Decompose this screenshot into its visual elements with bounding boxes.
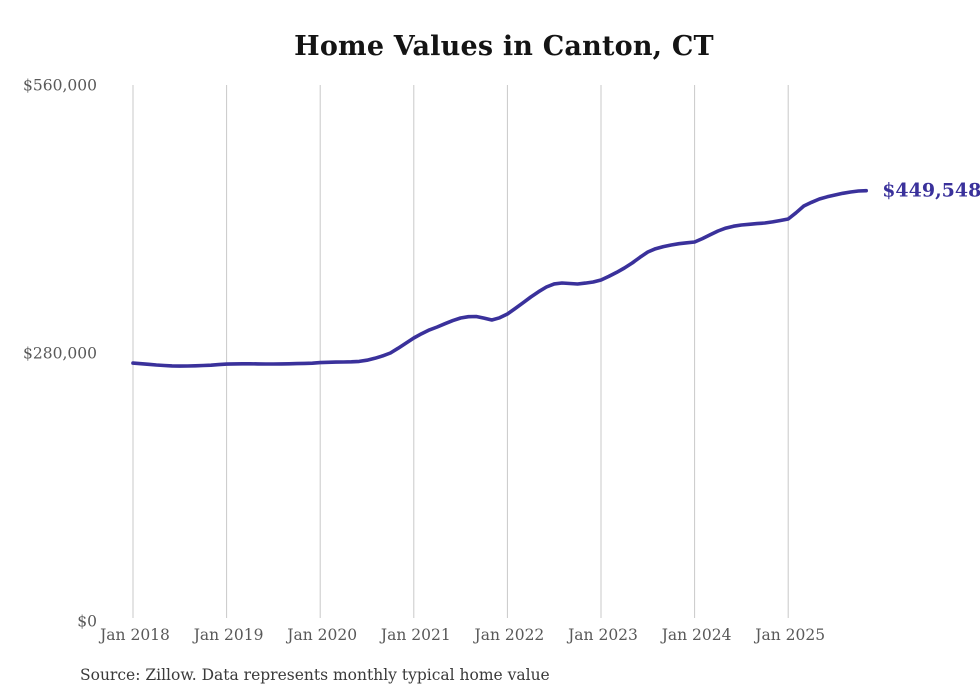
y-tick-label-280000: $280,000 <box>23 345 97 363</box>
x-tick-label-2023: Jan 2023 <box>566 626 638 644</box>
chart-title: Home Values in Canton, CT <box>294 31 714 62</box>
latest-value-annotation: $449,548 <box>882 180 980 202</box>
x-tick-label-2024: Jan 2024 <box>660 626 732 644</box>
x-tick-label-2020: Jan 2020 <box>285 626 357 644</box>
x-tick-label-2018: Jan 2018 <box>98 626 170 644</box>
x-tick-label-2025: Jan 2025 <box>753 626 825 644</box>
source-note: Source: Zillow. Data represents monthly … <box>80 666 550 684</box>
y-tick-label-0: $0 <box>77 613 97 631</box>
x-tick-label-2022: Jan 2022 <box>472 626 544 644</box>
x-tick-label-2021: Jan 2021 <box>379 626 451 644</box>
y-tick-label-560000: $560,000 <box>23 77 97 95</box>
x-tick-label-2019: Jan 2019 <box>192 626 264 644</box>
home-value-line <box>131 188 869 368</box>
